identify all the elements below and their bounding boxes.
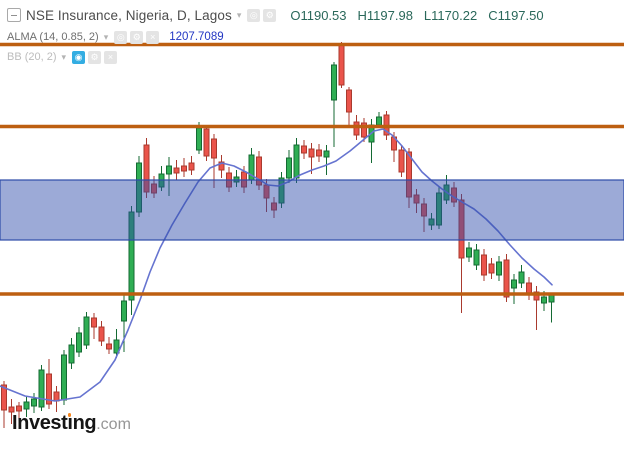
candle-up (31, 398, 37, 407)
settings-icon[interactable]: ⚙ (88, 50, 102, 64)
candle-up (293, 144, 300, 179)
candle-up (376, 116, 382, 126)
investing-watermark: Investıng.com (12, 412, 131, 434)
low-label: L (423, 7, 432, 23)
candle-down (488, 263, 495, 274)
candle-up (496, 261, 502, 276)
candle-up (136, 162, 142, 213)
candle-down (8, 406, 15, 413)
low-value: 1170.22 (431, 7, 478, 23)
candle-down (316, 149, 322, 157)
close-label: C (488, 7, 498, 23)
alma-indicator-label: ALMA (14, 0.85, 2) (7, 31, 99, 43)
candle-down (91, 317, 97, 328)
candle-up (466, 247, 472, 258)
candle-down (481, 254, 487, 276)
candle-down (106, 343, 112, 350)
candle-up (323, 150, 330, 158)
candle-up (121, 300, 127, 322)
candle-up (436, 192, 442, 226)
ohlc-readout: O1190.53 H1197.98 L1170.22 C1197.50 (290, 8, 554, 23)
candle-up (548, 294, 555, 303)
chevron-down-icon[interactable]: ▾ (103, 31, 109, 42)
candle-down (211, 138, 217, 159)
candle-up (38, 369, 45, 408)
candle-down (503, 259, 510, 298)
logo-orange-dot: ı (67, 412, 73, 434)
candle-up (541, 296, 547, 304)
chevron-down-icon[interactable]: ▾ (61, 51, 67, 62)
candle-down (308, 148, 315, 158)
candle-down (413, 194, 420, 204)
candle-up (113, 339, 120, 354)
settings-icon[interactable]: ⚙ (263, 8, 277, 22)
alma-line (0, 128, 553, 402)
open-value: 1190.53 (300, 7, 347, 23)
chart-header: NSE Insurance, Nigeria, D, Lagos ▾ ◎ ⚙ O… (7, 6, 555, 65)
candle-up (331, 64, 337, 101)
candle-down (421, 203, 427, 217)
candle-down (218, 161, 225, 171)
visibility-icon[interactable]: ◎ (114, 30, 128, 44)
candle-up (83, 316, 90, 346)
candle-down (1, 384, 7, 411)
close-icon[interactable]: × (146, 30, 160, 44)
candle-up (76, 332, 82, 353)
candle-up (61, 354, 67, 401)
candle-up (518, 271, 525, 284)
bb-indicator-label: BB (20, 2) (7, 51, 57, 63)
candle-down (16, 405, 22, 412)
candle-down (533, 291, 540, 301)
candle-down (361, 122, 367, 138)
candle-down (173, 167, 180, 174)
candle-down (46, 373, 52, 405)
candle-up (428, 218, 435, 226)
candle-up (23, 401, 30, 410)
candle-down (143, 144, 150, 193)
high-label: H (357, 7, 367, 23)
candle-down (188, 162, 195, 171)
alma-indicator-value: 1207.7089 (169, 31, 224, 43)
candle-up (286, 157, 292, 179)
indicator-row-bb: BB (20, 2) ▾ ◉ ⚙ × (7, 49, 555, 65)
snapshot-icon[interactable]: ◎ (247, 8, 261, 22)
rectangle-zone[interactable] (0, 179, 624, 241)
candle-down (181, 165, 187, 172)
candle-down (346, 89, 352, 113)
candle-up (166, 165, 172, 175)
collapse-button[interactable] (7, 8, 21, 22)
candle-down (256, 156, 262, 186)
candle-down (301, 145, 307, 154)
candle-down (458, 199, 465, 259)
candle-down (151, 183, 157, 194)
candle-up (68, 344, 75, 364)
high-value: 1197.98 (366, 7, 413, 23)
chevron-down-icon[interactable]: ▾ (236, 9, 242, 20)
indicator-row-alma: ALMA (14, 0.85, 2) ▾ ◎ ⚙ × 1207.7089 (7, 29, 555, 45)
close-icon[interactable]: × (104, 50, 118, 64)
candle-down (203, 128, 210, 157)
symbol-row: NSE Insurance, Nigeria, D, Lagos ▾ ◎ ⚙ O… (7, 6, 555, 24)
candle-down (53, 391, 60, 402)
candle-up (511, 279, 517, 289)
candle-up (473, 249, 480, 266)
open-label: O (290, 7, 301, 23)
close-value: 1197.50 (497, 7, 544, 23)
candle-down (98, 326, 105, 342)
settings-icon[interactable]: ⚙ (130, 30, 144, 44)
candle-down (398, 149, 405, 173)
candle-up (278, 177, 285, 204)
visibility-icon[interactable]: ◉ (72, 50, 86, 64)
candle-down (271, 202, 277, 211)
candle-down (406, 151, 412, 198)
candle-up (128, 211, 135, 301)
candle-down (353, 121, 360, 136)
candle-up (196, 127, 202, 151)
symbol-title[interactable]: NSE Insurance, Nigeria, D, Lagos (26, 7, 232, 23)
